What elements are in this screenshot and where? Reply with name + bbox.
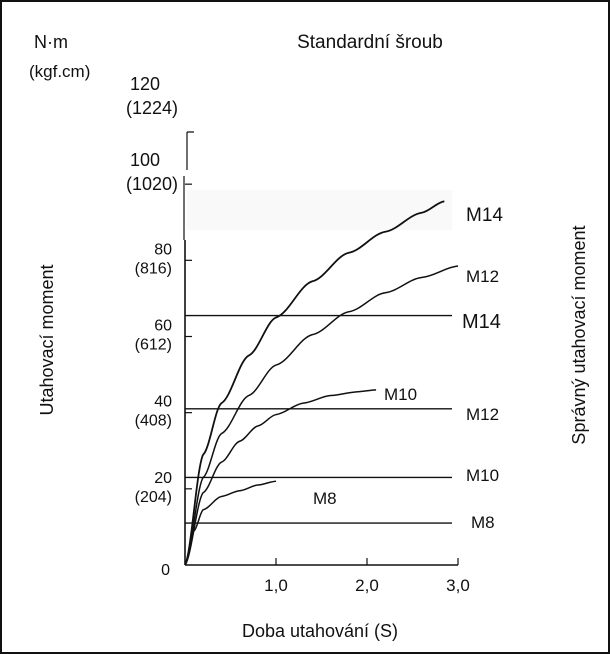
y-tick-label-nm: 40	[154, 394, 172, 411]
reference-label-m12: M12	[466, 405, 499, 424]
x-tick-label: 3,0	[446, 576, 470, 595]
y-tick-label-nm: 60	[154, 318, 172, 335]
curve-label-m10: M10	[384, 385, 417, 404]
y-tick-label-nm: 80	[154, 241, 172, 258]
series-labels: M14 M12 M10 M8 M14 M12 M10 M8	[313, 205, 503, 532]
y-tick-label-kgf: (612)	[135, 337, 172, 354]
x-axis-label: Doba utahování (S)	[242, 621, 398, 641]
unit-secondary: (kgf.cm)	[29, 62, 90, 81]
y-tick-label-kgf: (1020)	[126, 174, 178, 194]
y-tick-label-kgf: (408)	[135, 413, 172, 430]
unit-primary: N·m	[34, 32, 68, 52]
y-axis-break-top	[186, 131, 194, 170]
reference-label-m10: M10	[466, 466, 499, 485]
y-axis-label: Utahovací moment	[37, 264, 57, 415]
y-tick-label-nm: 20	[154, 470, 172, 487]
x-tick-label: 2,0	[355, 576, 379, 595]
curve-m12	[184, 265, 459, 566]
x-tick-label: 1,0	[264, 576, 288, 595]
y-tick-label-kgf: (816)	[135, 260, 172, 277]
image-artifact-strip	[187, 190, 452, 230]
axes: 0 20 (204) 40 (408) 60 (612) 80 (816) 100 (1020) 12…	[126, 74, 470, 595]
y-tick-label-nm: 100	[130, 150, 160, 170]
chart-title: Standardní šroub	[297, 32, 443, 53]
series-curves	[184, 200, 459, 566]
y-tick-label-kgf: (1224)	[126, 98, 178, 118]
curve-m14	[184, 200, 445, 566]
curve-label-m8: M8	[313, 489, 337, 508]
right-axis-label: Správný utahovací moment	[569, 225, 589, 444]
y-tick-label-nm: 120	[130, 74, 160, 94]
y-tick-label-nm: 0	[161, 562, 170, 579]
reference-lines	[185, 314, 452, 524]
curve-m10	[184, 389, 377, 566]
reference-label-m14: M14	[462, 311, 501, 333]
y-tick-label-kgf: (204)	[135, 489, 172, 506]
reference-label-m8: M8	[471, 513, 495, 532]
curve-label-m12: M12	[466, 267, 499, 286]
curve-label-m14: M14	[466, 205, 503, 226]
